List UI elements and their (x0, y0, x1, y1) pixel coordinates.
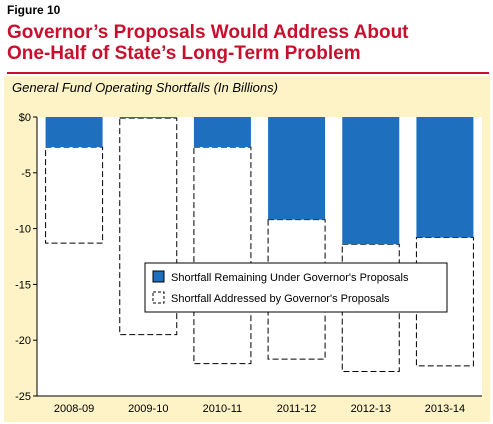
bar-remaining-2013-14 (416, 117, 474, 238)
y-tick-label: -25 (15, 391, 31, 403)
y-tick-label: -15 (15, 279, 31, 291)
x-tick-label: 2009-10 (128, 403, 168, 415)
x-tick-label: 2010-11 (203, 403, 243, 415)
x-tick-label: 2011-12 (277, 403, 317, 415)
bar-addressed-2008-09 (45, 146, 104, 244)
figure-label: Figure 10 (7, 3, 61, 17)
bar-remaining-2008-09 (45, 117, 103, 148)
y-tick-label: $0 (19, 112, 31, 124)
chart-subtitle: General Fund Operating Shortfalls (In Bi… (12, 80, 278, 95)
legend-label-addressed: Shortfall Addressed by Governor's Propos… (171, 293, 390, 305)
x-tick-label: 2008-09 (54, 403, 94, 415)
x-tick-label: 2012-13 (351, 403, 391, 415)
bar-remaining-2011-12 (268, 117, 326, 220)
title-rule (7, 72, 489, 74)
bar-addressed-2010-11 (193, 146, 252, 365)
x-tick-label: 2013-14 (425, 403, 465, 415)
y-tick-label: -10 (15, 224, 31, 236)
y-tick-label: -5 (21, 168, 31, 180)
legend-swatch-addressed (152, 291, 165, 304)
bar-remaining-2009-10 (119, 117, 177, 119)
legend-swatch-remaining (152, 270, 165, 283)
bar-remaining-2012-13 (342, 117, 400, 245)
title-line-1: Governor’s Proposals Would Address About (7, 22, 409, 43)
legend-label-remaining: Shortfall Remaining Under Governor's Pro… (171, 272, 409, 284)
legend-box (144, 262, 448, 313)
y-tick-label: -20 (15, 335, 31, 347)
bar-remaining-2010-11 (193, 117, 251, 148)
figure-title: Governor’s Proposals Would Address About… (7, 22, 487, 64)
plot-area (37, 117, 482, 396)
title-line-2: One-Half of State’s Long-Term Problem (7, 43, 361, 64)
